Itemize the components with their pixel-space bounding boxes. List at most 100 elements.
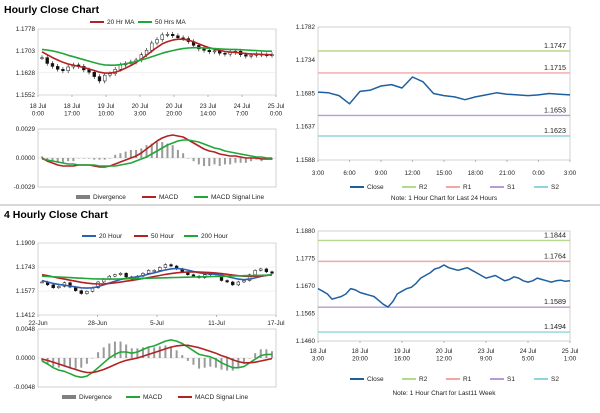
hourly_levels-note: Note: 1 Hour Chart for Last 24 Hours bbox=[391, 195, 498, 202]
candle bbox=[247, 274, 252, 281]
divergence-bar bbox=[91, 358, 94, 359]
x-tick-label: 5-Jul bbox=[150, 320, 164, 327]
divergence-bar bbox=[244, 158, 247, 163]
x-tick-label: 6:00 bbox=[343, 170, 356, 177]
x-tick-label: 20 Jul 3:00 bbox=[132, 103, 149, 118]
legend-label: R1 bbox=[463, 376, 472, 383]
candle bbox=[270, 271, 274, 274]
x-tick-label: 20 Jul 20:00 bbox=[166, 103, 183, 118]
x-tick-line: 0:00 bbox=[32, 111, 45, 118]
y-tick-label: 1.1588 bbox=[296, 157, 316, 164]
candle bbox=[45, 57, 49, 64]
four_hourly_macd-signal-line bbox=[41, 344, 273, 374]
divergence-bar bbox=[129, 150, 132, 158]
divergence-bar bbox=[192, 358, 195, 365]
divergence-bar bbox=[171, 145, 174, 158]
candle bbox=[50, 63, 55, 67]
divergence-bar bbox=[259, 349, 262, 358]
legend-label: 20 Hr MA bbox=[107, 19, 135, 26]
divergence-bar bbox=[98, 158, 101, 160]
legend-label: Divergence bbox=[93, 194, 126, 201]
divergence-bar bbox=[218, 158, 221, 166]
candle bbox=[259, 268, 263, 271]
x-tick-label: 3:00 bbox=[564, 170, 577, 177]
divergence-bar bbox=[102, 347, 105, 358]
candle bbox=[207, 50, 211, 53]
legend-swatch bbox=[62, 395, 76, 399]
y-tick-label: 0.0048 bbox=[16, 326, 36, 333]
candle bbox=[231, 281, 235, 286]
level-label-r1: 1.1715 bbox=[544, 63, 566, 72]
divergence-bar bbox=[56, 158, 59, 163]
x-tick-line: 12:00 bbox=[405, 170, 421, 177]
four_hourly_levels-frame bbox=[317, 230, 571, 342]
candle bbox=[124, 273, 128, 278]
candle bbox=[40, 281, 44, 284]
x-tick-line: 20:00 bbox=[352, 356, 368, 363]
divergence-bar bbox=[158, 346, 161, 358]
y-tick-label: 1.1782 bbox=[296, 24, 316, 31]
hourly_levels-frame bbox=[317, 26, 571, 161]
x-tick-line: 0:00 bbox=[270, 111, 283, 118]
x-tick-line: 7:00 bbox=[236, 111, 249, 118]
divergence-bar bbox=[203, 158, 206, 166]
candle bbox=[57, 286, 61, 289]
legend-label: S1 bbox=[507, 184, 515, 191]
legend-label: MACD Signal Line bbox=[211, 194, 264, 201]
candle bbox=[103, 74, 107, 82]
four-hourly-section-title: 4 Hourly Close Chart bbox=[4, 209, 108, 221]
y-tick-label: 1.1628 bbox=[16, 70, 36, 77]
y-tick-label: 1.1775 bbox=[296, 256, 316, 263]
y-tick-label: 1.1412 bbox=[16, 312, 36, 319]
x-tick-label: 25 Jul 1:00 bbox=[562, 348, 579, 363]
x-tick-line: 22-Jun bbox=[28, 320, 48, 327]
level-label-s1: 1.1589 bbox=[544, 297, 566, 306]
x-tick-line: 18 Jul bbox=[64, 103, 81, 110]
x-tick-line: 23 Jul bbox=[478, 348, 495, 355]
x-tick-line: 25 Jul bbox=[268, 103, 285, 110]
x-tick-line: 11-Jul bbox=[208, 320, 225, 327]
divergence-bar bbox=[250, 158, 253, 162]
x-tick-line: 17:00 bbox=[64, 111, 80, 118]
candle bbox=[96, 281, 100, 289]
candle bbox=[118, 273, 123, 275]
legend-label: 200 Hour bbox=[201, 233, 229, 240]
x-tick-line: 3:00 bbox=[134, 111, 147, 118]
x-tick-line: 0:00 bbox=[532, 170, 545, 177]
candle bbox=[169, 264, 173, 267]
x-tick-line: 5-Jul bbox=[150, 320, 164, 327]
divergence-bar bbox=[114, 154, 117, 158]
divergence-bar bbox=[67, 158, 70, 162]
x-tick-line: 18 Jul bbox=[30, 103, 47, 110]
divergence-bar bbox=[242, 358, 245, 364]
x-tick-label: 0:00 bbox=[532, 170, 545, 177]
x-tick-line: 24 Jul bbox=[234, 103, 251, 110]
divergence-bar bbox=[186, 358, 189, 361]
x-tick-line: 19 Jul bbox=[394, 348, 411, 355]
divergence-bar bbox=[119, 341, 122, 358]
x-tick-line: 18 Jul bbox=[310, 348, 327, 355]
x-tick-line: 1:00 bbox=[564, 356, 577, 363]
level-label-r2: 1.1844 bbox=[544, 230, 566, 239]
candle bbox=[249, 55, 253, 57]
candle bbox=[51, 284, 55, 289]
y-tick-label: -0.0048 bbox=[14, 384, 36, 391]
x-tick-line: 18:00 bbox=[468, 170, 484, 177]
divergence-bar bbox=[208, 158, 211, 166]
y-tick-label: 1.1685 bbox=[296, 91, 316, 98]
x-tick-label: 22-Jun bbox=[28, 320, 48, 327]
candle bbox=[68, 282, 72, 288]
divergence-bar bbox=[147, 346, 150, 358]
legend-label: 50 Hour bbox=[151, 233, 175, 240]
candle bbox=[87, 69, 91, 73]
divergence-bar bbox=[74, 358, 77, 369]
x-tick-label: 21:00 bbox=[499, 170, 515, 177]
legend-label: MACD Signal Line bbox=[195, 394, 248, 401]
divergence-bar bbox=[164, 345, 167, 358]
divergence-bar bbox=[72, 158, 75, 162]
x-tick-line: 19 Jul bbox=[98, 103, 115, 110]
legend-label: S1 bbox=[507, 376, 515, 383]
divergence-bar bbox=[213, 158, 216, 165]
x-tick-line: 23 Jul bbox=[200, 103, 217, 110]
